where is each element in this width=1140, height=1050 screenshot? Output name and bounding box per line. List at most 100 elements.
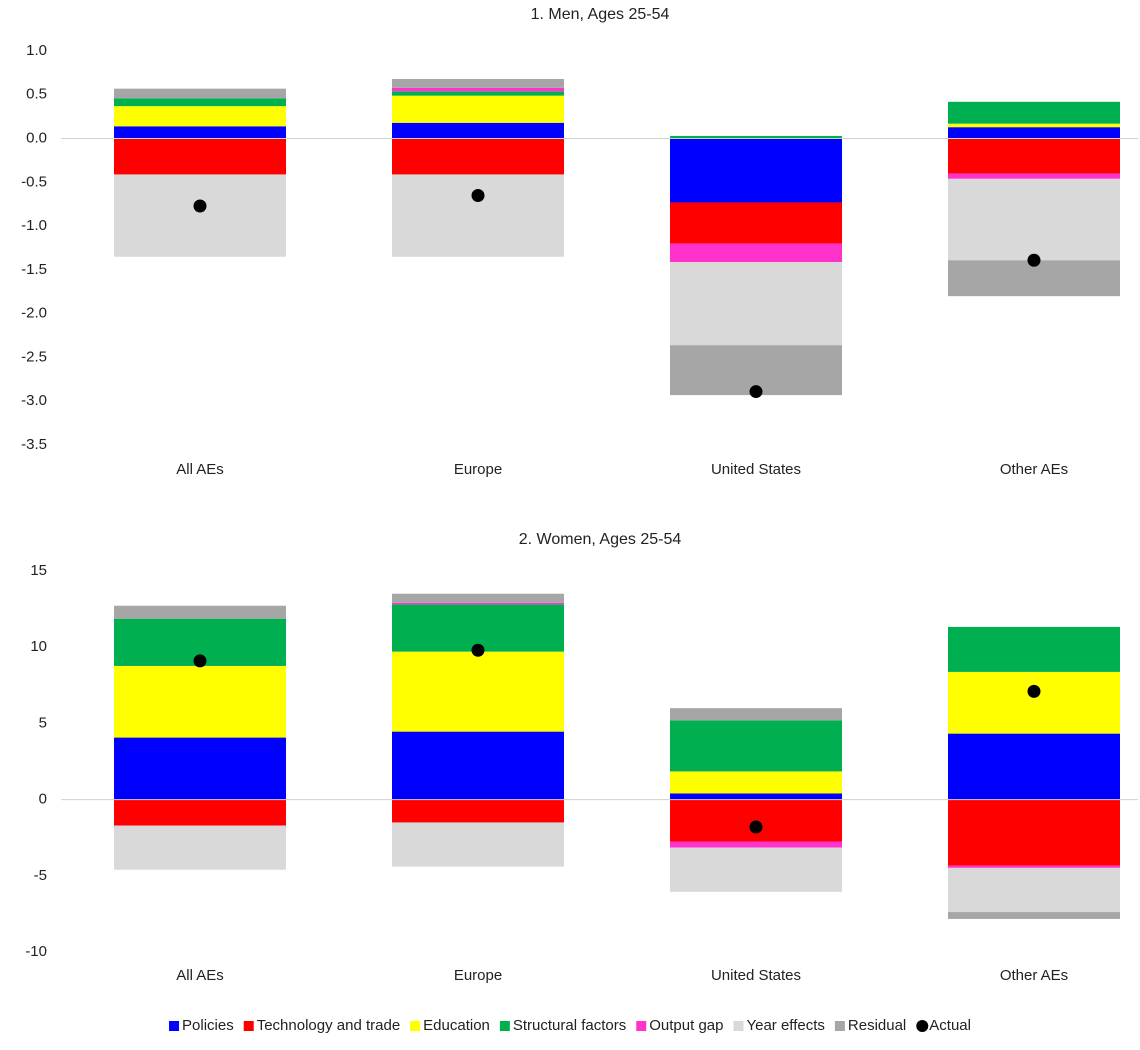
legend-marker (243, 1021, 254, 1031)
bar-segment (392, 731, 564, 800)
legend-label: Structural factors (513, 1017, 626, 1034)
bar-segment (392, 95, 564, 123)
x-tick-label: All AEs (176, 461, 224, 478)
bar-segment (670, 202, 842, 244)
bar-segment (670, 138, 842, 203)
x-tick-label: Europe (454, 967, 502, 984)
y-tick-label: 0.0 (26, 130, 47, 147)
actual-dot (749, 385, 763, 399)
bar-segment (948, 173, 1120, 179)
legend-marker (499, 1021, 510, 1031)
bar-segment (948, 101, 1120, 124)
bar-segment (670, 720, 842, 772)
bar-segment (392, 602, 564, 605)
actual-dot (471, 643, 485, 657)
bar-segment (948, 671, 1120, 734)
bar-segment (948, 138, 1120, 174)
x-tick-label: Europe (454, 461, 502, 478)
bar-segment (670, 841, 842, 848)
bar-segment (114, 174, 286, 257)
legend-label: Year effects (746, 1017, 824, 1034)
legend-marker (834, 1021, 845, 1031)
bar-segment (392, 799, 564, 823)
y-tick-label: -0.5 (21, 173, 47, 190)
legend-label: Policies (182, 1017, 234, 1034)
y-tick-label: 1.0 (26, 42, 47, 59)
bar-segment (392, 79, 564, 88)
bar-segment (948, 127, 1120, 139)
x-tick-label: All AEs (176, 967, 224, 984)
bar-segment (392, 174, 564, 257)
bar-segment (114, 665, 286, 738)
bar-segment (392, 91, 564, 96)
bar-segment (948, 799, 1120, 866)
y-tick-label: -10 (25, 943, 47, 960)
actual-dot (1027, 253, 1041, 267)
y-tick-label: -2.0 (21, 305, 47, 322)
legend-label: Education (423, 1017, 490, 1034)
legend-marker (916, 1020, 929, 1032)
y-tick-label: -5 (34, 867, 47, 884)
legend-marker (636, 1021, 647, 1031)
chart-title: 1. Men, Ages 25-54 (531, 6, 670, 23)
legend-label: Output gap (649, 1017, 723, 1034)
y-tick-label: -1.5 (21, 261, 47, 278)
bar-segment (392, 651, 564, 732)
legend-label: Residual (848, 1017, 906, 1034)
bar-segment (670, 793, 842, 800)
bar-segment (114, 126, 286, 139)
y-tick-label: -3.0 (21, 392, 47, 409)
bar-segment (670, 771, 842, 794)
legend-marker (410, 1021, 421, 1031)
bar-segment (670, 243, 842, 263)
actual-dot (193, 199, 207, 213)
bar-segment (948, 178, 1120, 261)
x-tick-label: Other AEs (1000, 967, 1068, 984)
bar-segment (114, 799, 286, 826)
x-tick-label: United States (711, 967, 801, 984)
bar-segment (948, 865, 1120, 868)
y-tick-label: -3.5 (21, 436, 47, 453)
y-tick-label: -2.5 (21, 348, 47, 365)
bar-segment (114, 88, 286, 99)
bar-segment (948, 867, 1120, 913)
bar-segment (948, 912, 1120, 919)
bar-segment (670, 135, 842, 139)
y-tick-label: 15 (30, 562, 47, 579)
x-tick-label: United States (711, 461, 801, 478)
bar-segment (392, 593, 564, 603)
bar-segment (948, 626, 1120, 672)
bar-segment (392, 122, 564, 139)
chart-title: 2. Women, Ages 25-54 (519, 531, 682, 548)
legend-marker (169, 1021, 180, 1031)
bar-segment (392, 87, 564, 92)
bar-segment (114, 825, 286, 870)
actual-dot (193, 654, 207, 668)
bar-segment (948, 733, 1120, 800)
legend-marker (733, 1021, 744, 1031)
bar-segment (114, 138, 286, 175)
legend-label: Actual (929, 1017, 971, 1034)
x-tick-label: Other AEs (1000, 461, 1068, 478)
legend-label: Technology and trade (257, 1017, 400, 1034)
bar-segment (114, 106, 286, 127)
y-tick-label: 10 (30, 638, 47, 655)
actual-dot (749, 820, 763, 834)
y-tick-label: -1.0 (21, 217, 47, 234)
y-tick-label: 0.5 (26, 86, 47, 103)
bar-segment (114, 737, 286, 800)
bar-segment (948, 123, 1120, 128)
bar-segment (392, 822, 564, 867)
bar-segment (670, 262, 842, 346)
actual-dot (1027, 684, 1041, 698)
bar-segment (392, 138, 564, 175)
y-tick-label: 0 (39, 791, 47, 808)
y-tick-label: 5 (39, 714, 47, 731)
bar-segment (670, 847, 842, 892)
bar-segment (114, 98, 286, 107)
bar-segment (392, 604, 564, 652)
bar-segment (114, 605, 286, 619)
bar-segment (670, 708, 842, 721)
actual-dot (471, 188, 485, 202)
